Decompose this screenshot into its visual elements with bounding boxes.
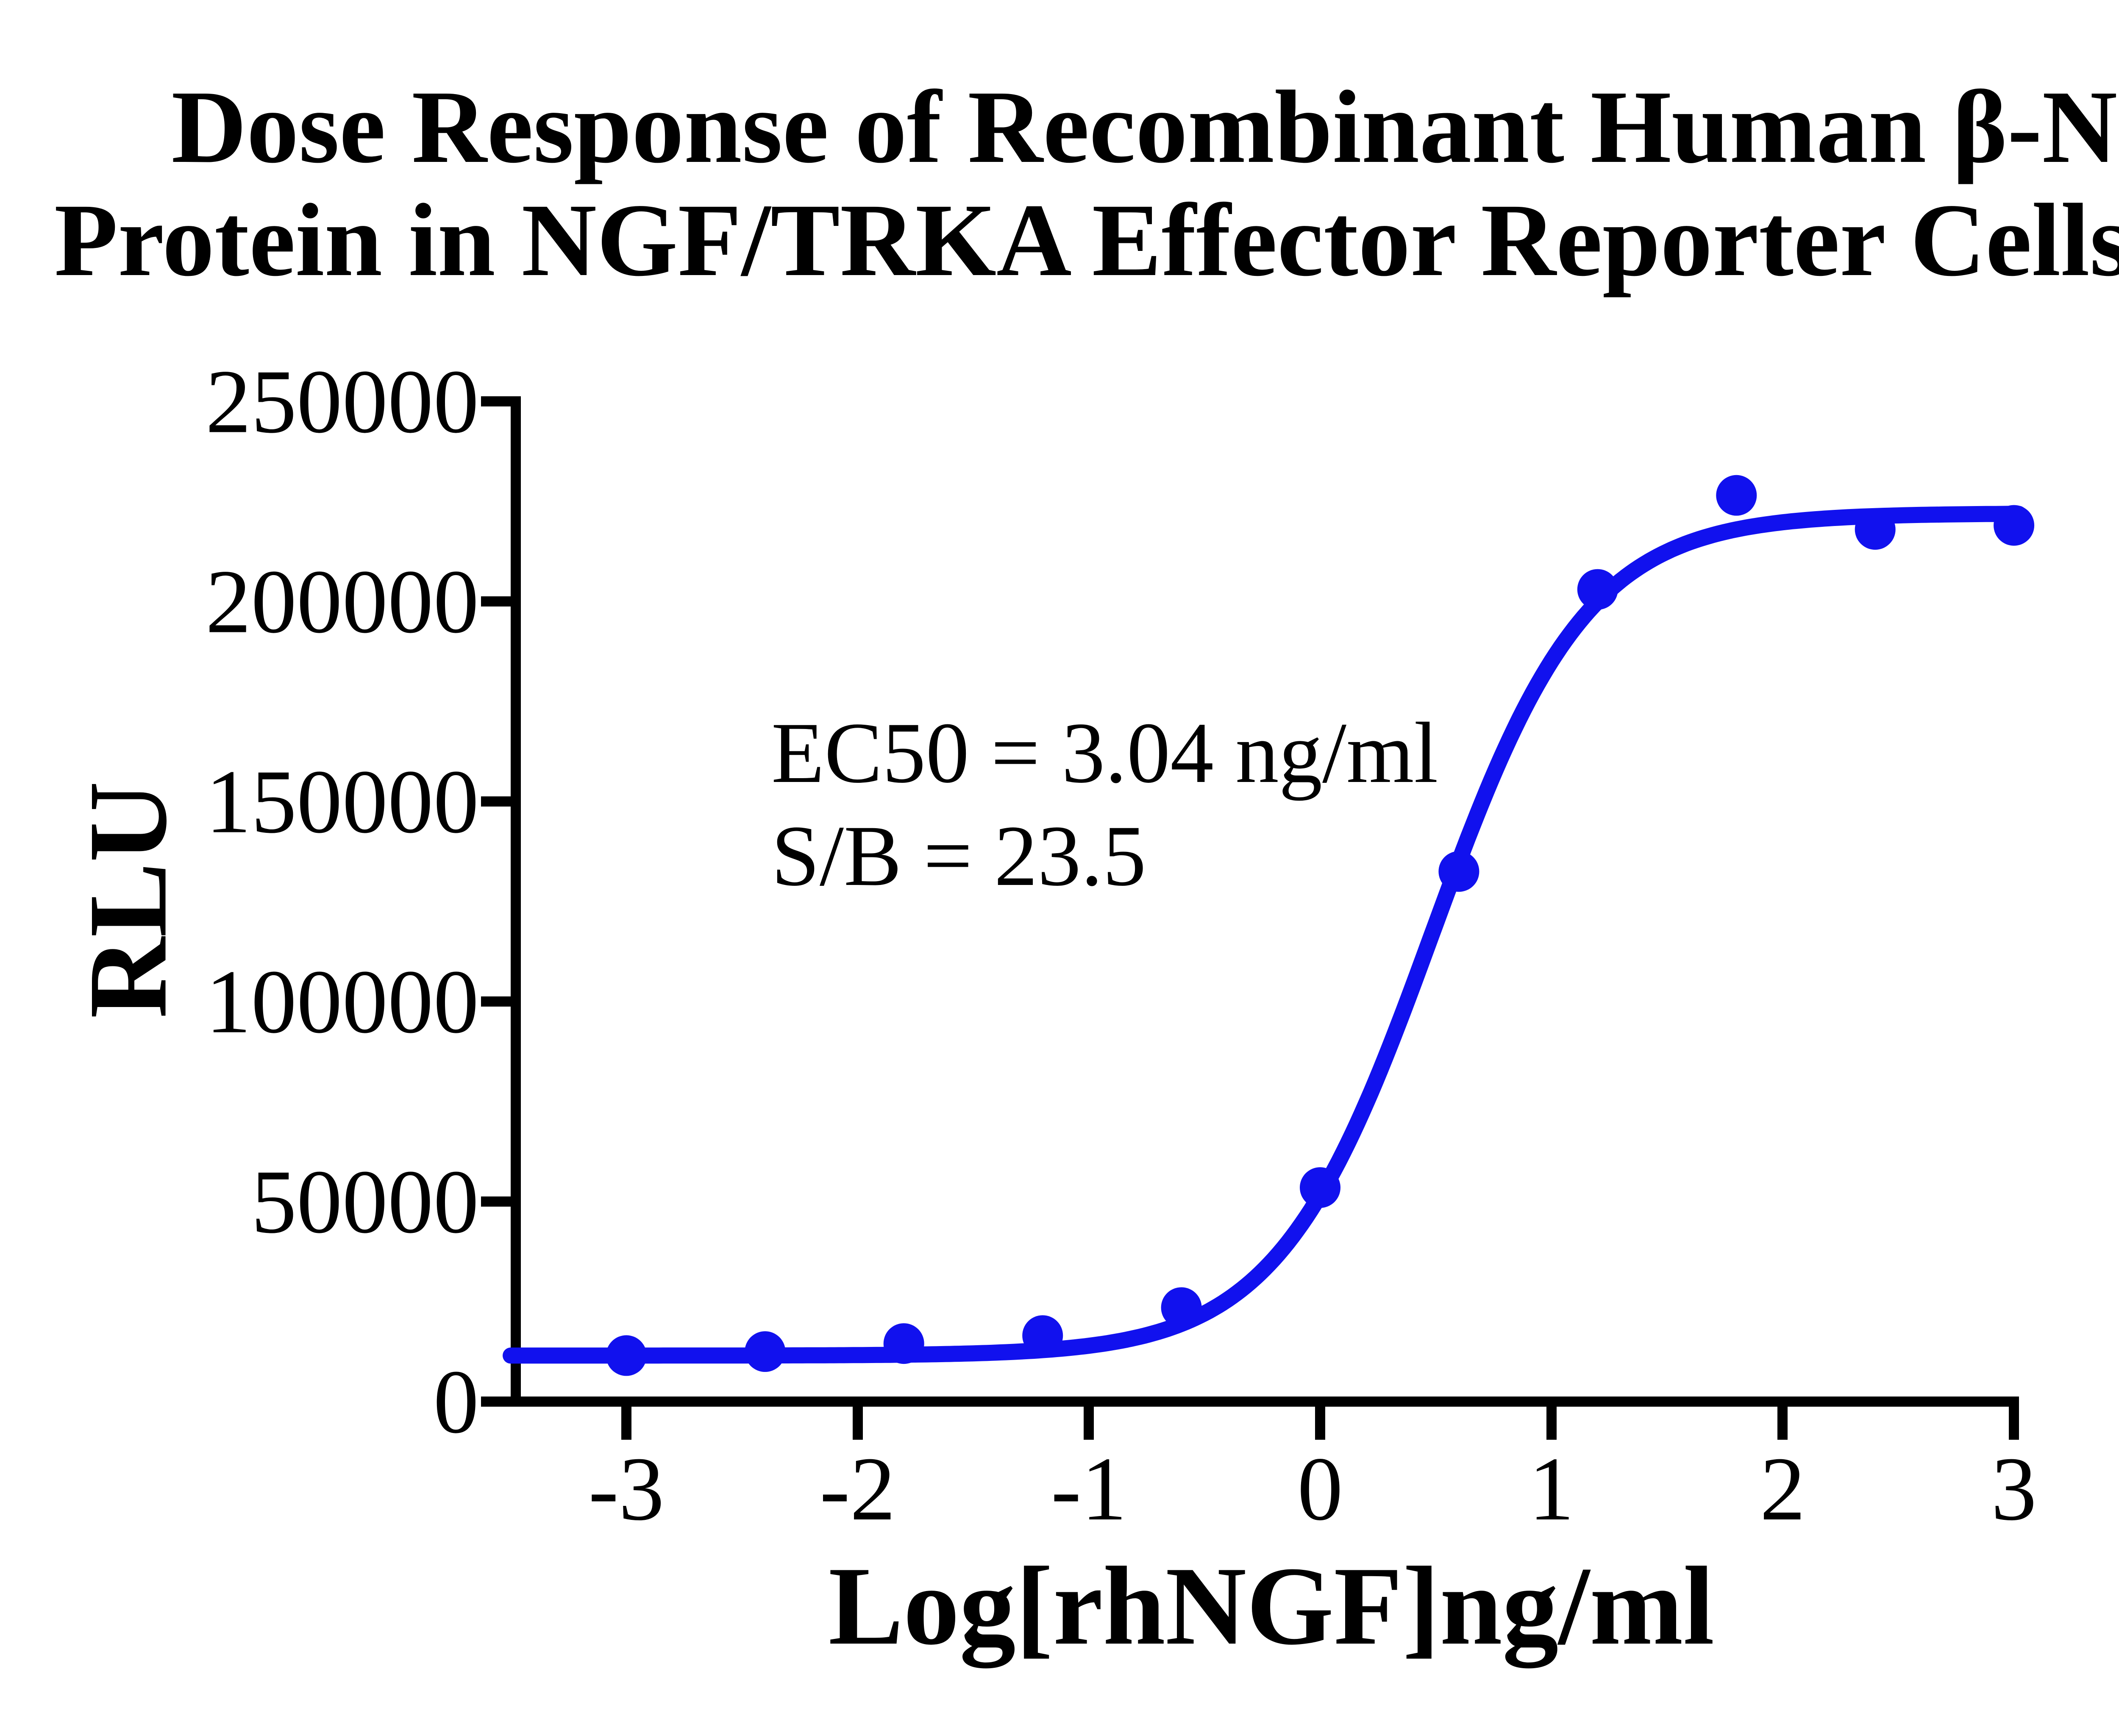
y-tick-label-200000: 200000: [206, 551, 479, 652]
x-axis-line: [511, 1397, 2019, 1407]
data-point-8: [1716, 475, 1757, 516]
chart-title-line1: Dose Response of Recombinant Human β-NGF: [171, 70, 2119, 185]
x-tick--1: [1084, 1407, 1094, 1440]
x-tick-2: [1777, 1407, 1788, 1440]
x-tick-label--3: -3: [588, 1438, 665, 1539]
x-axis-title: Log[rhNGF]ng/ml: [828, 1544, 1715, 1668]
x-tick--2: [852, 1407, 863, 1440]
y-tick-label-50000: 50000: [251, 1151, 479, 1252]
data-point-5: [1300, 1167, 1340, 1208]
y-tick-label-100000: 100000: [206, 951, 479, 1052]
data-point-0: [606, 1335, 647, 1376]
x-tick-0: [1315, 1407, 1325, 1440]
data-point-7: [1577, 569, 1618, 610]
signal-background-annotation: S/B = 23.5: [771, 808, 1146, 904]
data-point-1: [745, 1331, 786, 1372]
data-point-3: [1022, 1315, 1063, 1356]
y-tick-150000: [481, 796, 511, 807]
x-tick-label-2: 2: [1760, 1438, 1806, 1539]
data-point-6: [1438, 851, 1479, 892]
x-tick-label-1: 1: [1528, 1438, 1574, 1539]
x-tick-3: [2009, 1407, 2019, 1440]
data-point-4: [1161, 1287, 1202, 1328]
data-point-2: [883, 1323, 924, 1364]
x-tick-1: [1546, 1407, 1557, 1440]
y-tick-100000: [481, 996, 511, 1007]
data-point-9: [1855, 509, 1896, 550]
x-tick-label-0: 0: [1297, 1438, 1343, 1539]
x-tick--3: [621, 1407, 631, 1440]
chart-title-line2: Protein in NGF/TRKA Effector Reporter Ce…: [54, 183, 2119, 298]
y-tick-label-150000: 150000: [206, 751, 479, 852]
x-tick-label--2: -2: [820, 1438, 896, 1539]
fit-curve: [503, 506, 2027, 1364]
chart-title: Dose Response of Recombinant Human β-NGF…: [0, 71, 2119, 297]
x-tick-label--1: -1: [1051, 1438, 1127, 1539]
fit-annotation: EC50 = 3.04 ng/ml S/B = 23.5: [771, 701, 1438, 907]
y-axis-line: [511, 396, 521, 1407]
y-tick-200000: [481, 596, 511, 606]
y-tick-label-250000: 250000: [206, 351, 479, 452]
data-point-10: [1994, 505, 2035, 546]
y-tick-250000: [481, 396, 511, 406]
y-tick-label-0: 0: [433, 1351, 479, 1452]
x-tick-label-3: 3: [1991, 1438, 2037, 1539]
y-tick-0: [481, 1397, 511, 1407]
ec50-annotation: EC50 = 3.04 ng/ml: [771, 705, 1438, 801]
y-tick-50000: [481, 1196, 511, 1207]
